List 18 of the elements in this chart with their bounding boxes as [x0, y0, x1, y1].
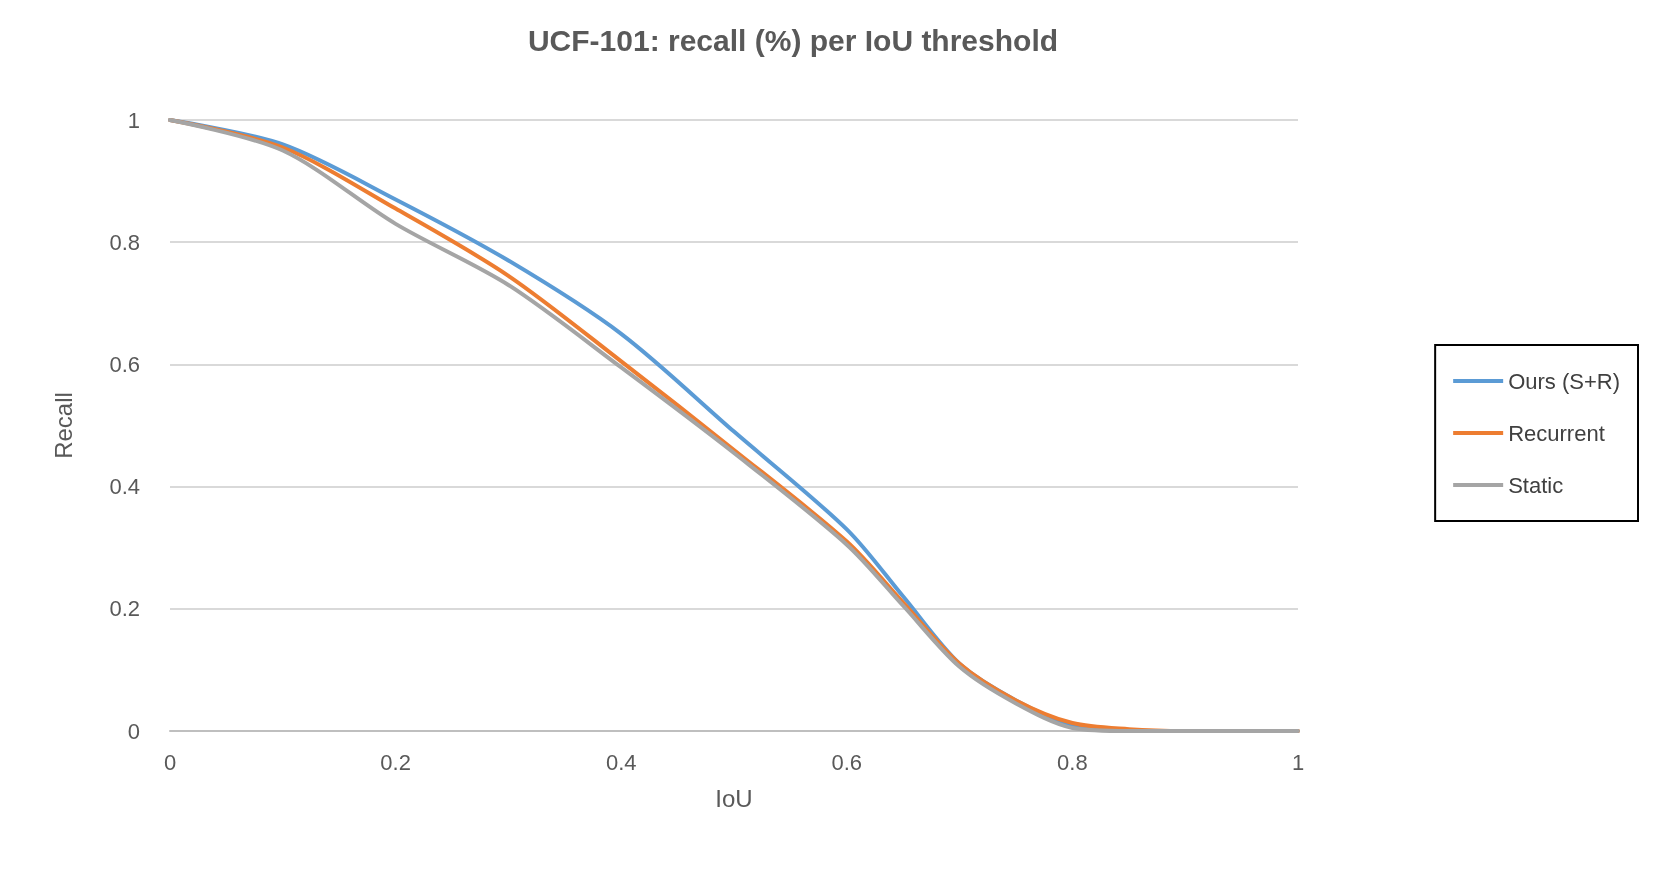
- y-tick-label: 0.2: [109, 596, 140, 622]
- y-tick-label: 0.6: [109, 351, 140, 377]
- legend-label: Ours (S+R): [1508, 368, 1621, 394]
- x-tick-label: 0.6: [831, 749, 863, 775]
- x-tick-label: 0.8: [1057, 749, 1088, 775]
- x-tick-label: 1: [1291, 749, 1305, 775]
- legend-label: Static: [1508, 472, 1564, 498]
- legend-label: Recurrent: [1508, 420, 1605, 446]
- y-axis-title: Recall: [49, 392, 77, 459]
- x-tick-label: 0.4: [605, 749, 637, 775]
- y-tick-label: 1: [127, 107, 140, 133]
- y-tick-label: 0.4: [109, 474, 140, 500]
- x-tick-label: 0: [163, 749, 177, 775]
- x-tick-label: 0.2: [380, 749, 411, 775]
- y-tick-label: 0.8: [109, 229, 140, 255]
- chart-title: UCF-101: recall (%) per IoU threshold: [527, 23, 1059, 57]
- x-axis-title: IoU: [715, 784, 753, 812]
- y-tick-label: 0: [127, 718, 140, 744]
